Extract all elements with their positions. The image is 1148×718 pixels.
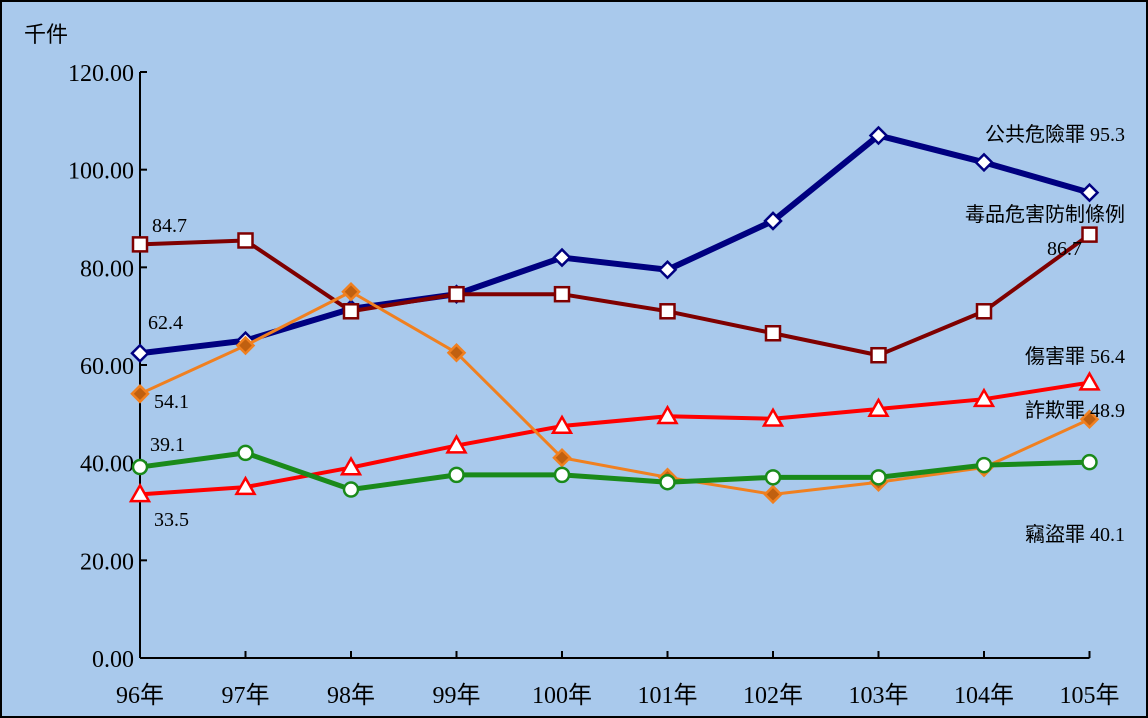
theft-point — [553, 466, 571, 484]
public_danger-point — [657, 260, 678, 280]
injury-point — [234, 475, 257, 496]
fraud-point — [341, 281, 361, 302]
injury-point — [339, 456, 363, 476]
y-tick-label: 120.00 — [68, 61, 134, 87]
theft-point — [764, 469, 782, 486]
injury-point — [1078, 371, 1101, 391]
public_danger-line — [139, 132, 1091, 357]
series-layer — [128, 125, 1101, 505]
drug-point — [1081, 226, 1098, 243]
public_danger-point — [552, 247, 572, 268]
theft-point — [870, 469, 887, 486]
x-tick-label: 96年 — [116, 682, 164, 709]
fraud-point — [763, 484, 783, 505]
public_danger-point — [763, 211, 783, 231]
series-theft — [131, 444, 1098, 498]
x-tick-label: 104年 — [954, 682, 1014, 709]
theft-point — [975, 456, 993, 474]
drug-point — [553, 285, 571, 303]
y-tick-label: 100.00 — [68, 159, 134, 185]
y-tick-label: 80.00 — [80, 256, 134, 282]
theft-point — [659, 473, 676, 491]
annotations: 公共危險罪 95.3 毒品危害防制條例 86.7 傷害罪 56.4 詐欺罪 48… — [148, 123, 1125, 546]
injury-point — [867, 397, 890, 417]
drug-point — [659, 303, 676, 320]
annotation-injury-end: 傷害罪 56.4 — [1025, 345, 1125, 368]
theft-point — [237, 444, 254, 462]
injury-point — [972, 387, 996, 408]
annotation-drug-end-name: 毒品危害防制條例 — [965, 203, 1125, 226]
x-tick-label: 105年 — [1060, 682, 1120, 709]
y-tick-label: 0.00 — [92, 647, 134, 673]
series-injury — [128, 371, 1101, 503]
fraud-point — [552, 448, 572, 468]
axes: 0.00 20.00 40.00 60.00 80.00 100.00 120.00 96年 9… — [68, 61, 1120, 709]
x-tick-label: 103年 — [849, 682, 909, 709]
annotation-public-danger-start: 62.4 — [148, 312, 183, 334]
injury-point — [656, 404, 679, 425]
theft-line — [139, 450, 1090, 493]
annotation-injury-start: 33.5 — [154, 509, 189, 531]
public_danger-point — [974, 152, 994, 173]
public_danger-point — [130, 343, 150, 364]
fraud-point — [446, 343, 467, 363]
fraud-point — [130, 384, 150, 404]
x-tick-label: 101年 — [638, 682, 698, 709]
drug-point — [237, 232, 254, 249]
x-tick-label: 97年 — [222, 682, 270, 709]
annotation-public-danger-end: 公共危險罪 95.3 — [985, 123, 1125, 146]
public_danger-point — [868, 125, 889, 146]
theft-point — [448, 466, 465, 484]
drug-line — [139, 232, 1091, 358]
annotation-theft-start: 39.1 — [150, 434, 185, 456]
x-tick-label: 99年 — [433, 682, 481, 709]
theft-point — [131, 458, 149, 476]
annotation-drug-end-value: 86.7 — [1047, 238, 1082, 260]
drug-point — [975, 303, 993, 320]
annotation-drug-start: 84.7 — [152, 215, 187, 237]
theft-point — [1081, 453, 1098, 471]
x-tick-label: 98年 — [327, 682, 375, 709]
injury-point — [128, 482, 152, 503]
y-tick-label: 40.00 — [80, 452, 134, 478]
x-tick-label: 102年 — [743, 682, 803, 709]
annotation-theft-end: 竊盜罪 40.1 — [1025, 523, 1125, 546]
annotation-fraud-end: 詐欺罪 48.9 — [1025, 399, 1125, 422]
drug-point — [342, 303, 360, 320]
injury-point — [761, 407, 785, 427]
y-tick-label: 20.00 — [80, 549, 134, 575]
drug-point — [764, 325, 782, 342]
y-unit-label: 千件 — [24, 23, 68, 48]
injury-line — [139, 380, 1090, 497]
fraud-line — [139, 290, 1091, 496]
fraud-point — [235, 335, 256, 356]
drug-point — [131, 236, 149, 253]
drug-point — [448, 285, 465, 303]
x-tick-label: 100年 — [532, 682, 592, 709]
injury-point — [550, 414, 574, 435]
y-tick-label: 60.00 — [80, 354, 134, 380]
theft-point — [342, 481, 360, 498]
drug-point — [870, 346, 887, 364]
injury-point — [445, 434, 468, 454]
fraud-point — [1079, 409, 1100, 429]
series-drug — [131, 226, 1098, 364]
annotation-fraud-start: 54.1 — [154, 391, 189, 413]
public_danger-point — [1079, 182, 1100, 203]
